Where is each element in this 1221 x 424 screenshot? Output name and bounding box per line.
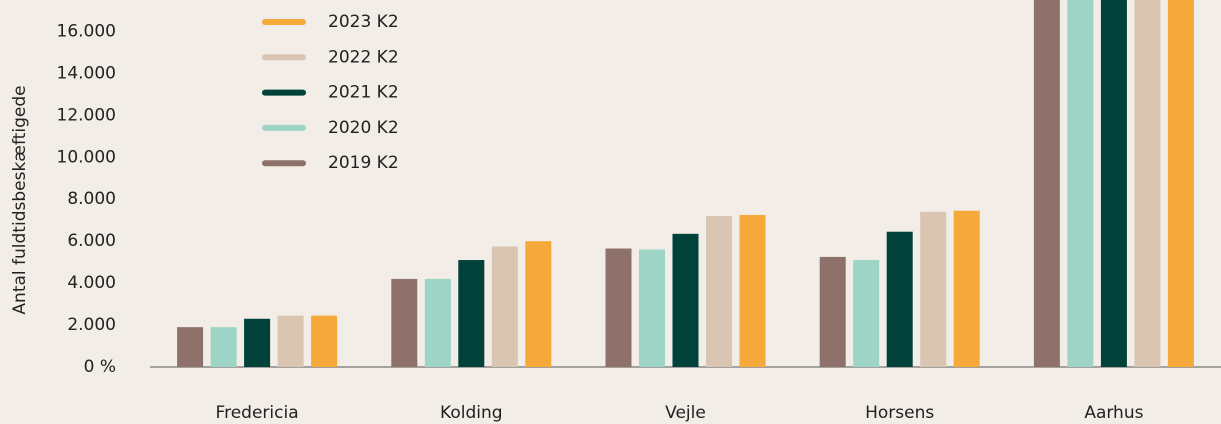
bar: [1134, 0, 1161, 368]
bar: [639, 249, 665, 367]
y-tick-label: 12.000: [57, 105, 116, 125]
bar: [706, 216, 732, 367]
y-axis-label: Antal fuldtidsbeskæftigede: [10, 85, 30, 314]
legend-label: 2019 K2: [328, 153, 399, 173]
legend-label: 2022 K2: [328, 47, 399, 67]
x-tick-label: Horsens: [865, 403, 934, 423]
bar: [1100, 0, 1127, 368]
y-tick-label: 14.000: [57, 63, 116, 83]
y-tick-label: 16.000: [57, 21, 116, 41]
y-tick-label: 8.000: [67, 189, 116, 209]
bar: [525, 241, 552, 367]
bar: [1033, 0, 1060, 368]
bar: [177, 327, 204, 367]
legend-label: 2021 K2: [328, 83, 399, 103]
bar: [491, 246, 518, 367]
bar: [1167, 0, 1194, 367]
bar: [210, 327, 237, 367]
bar: [458, 260, 485, 367]
bar: [605, 248, 632, 367]
bar: [244, 318, 271, 367]
y-tick-label: 4.000: [67, 273, 116, 293]
x-tick-label: Kolding: [440, 403, 503, 423]
x-tick-label: Aarhus: [1084, 403, 1143, 423]
bar: [424, 278, 451, 367]
bar: [311, 315, 338, 367]
legend-label: 2023 K2: [328, 12, 399, 32]
y-tick-label: 10.000: [57, 147, 116, 167]
bar: [920, 211, 947, 367]
bar: [672, 233, 699, 367]
y-tick-label: 2.000: [67, 315, 116, 335]
bar: [819, 256, 846, 367]
x-tick-label: Fredericia: [216, 403, 299, 423]
bar: [1067, 0, 1094, 367]
bar: [886, 231, 913, 367]
bar: [277, 315, 304, 367]
y-tick-label: 6.000: [67, 231, 116, 251]
x-tick-label: Vejle: [665, 403, 706, 423]
bar: [739, 214, 766, 367]
y-tick-label: 0 %: [84, 357, 116, 377]
legend-label: 2020 K2: [328, 118, 399, 138]
bar: [853, 260, 880, 367]
bar: [953, 210, 980, 367]
bar: [391, 278, 418, 367]
